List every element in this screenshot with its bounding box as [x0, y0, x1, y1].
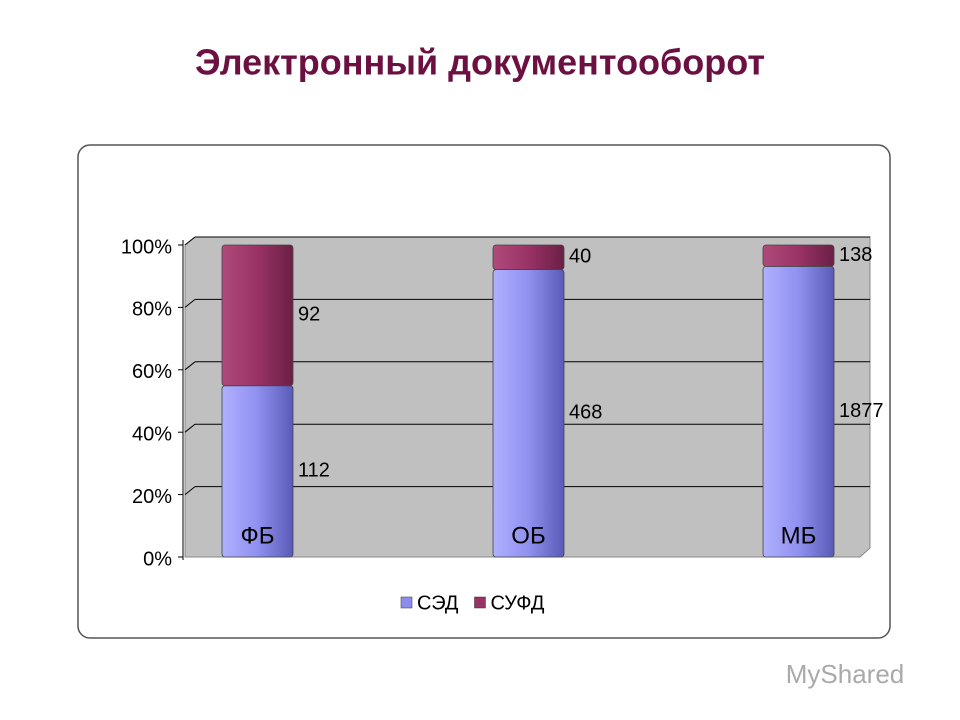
- y-tick-label: 100%: [121, 236, 172, 258]
- bar-segment: [492, 269, 565, 558]
- bar-segment: [762, 244, 835, 267]
- grid-line: [184, 299, 196, 308]
- x-tick-label: МБ: [781, 522, 817, 549]
- data-label: 468: [569, 402, 602, 424]
- grid-line: [184, 236, 196, 246]
- y-tick-label: 0%: [143, 548, 172, 570]
- grid-line: [184, 486, 196, 495]
- data-label: 1877: [839, 400, 884, 422]
- x-tick-label: ОБ: [511, 522, 545, 549]
- y-tick-label: 60%: [132, 361, 172, 383]
- bar-segment: [221, 244, 294, 387]
- legend-label: СЭД: [417, 592, 459, 614]
- x-tick-label: ФБ: [241, 522, 275, 549]
- data-label: 92: [298, 304, 320, 326]
- data-label: 138: [839, 244, 872, 266]
- data-label: 40: [569, 246, 591, 268]
- y-tick-label: 20%: [132, 486, 172, 508]
- y-tick-label: 80%: [132, 299, 172, 321]
- grid-line: [184, 361, 196, 371]
- legend-swatch: [400, 596, 413, 609]
- bar-segment: [492, 244, 565, 270]
- legend-label: СУФД: [490, 592, 544, 614]
- bar-segment: [762, 265, 835, 558]
- legend-swatch: [474, 596, 486, 609]
- grid-line: [184, 423, 196, 433]
- y-tick-label: 40%: [132, 423, 172, 445]
- data-label: 112: [298, 460, 330, 482]
- watermark: MyShared: [786, 659, 905, 689]
- chart-title: Электронный документооборот: [195, 42, 765, 83]
